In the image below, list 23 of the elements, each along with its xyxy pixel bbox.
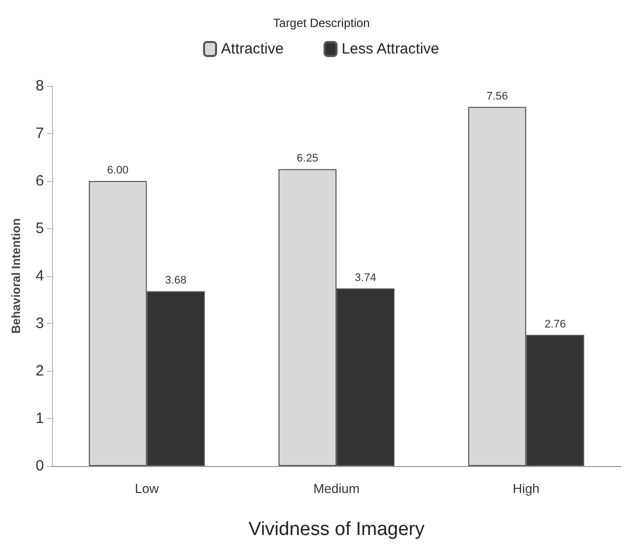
data-label: 7.56 <box>486 90 508 102</box>
data-label: 3.74 <box>354 272 376 284</box>
y-tick-label: 6 <box>36 172 44 190</box>
x-tick-label: High <box>512 481 540 496</box>
y-tick-label: 3 <box>36 315 44 332</box>
legend-label: Attractive <box>221 40 284 58</box>
data-label: 3.68 <box>165 274 187 287</box>
y-axis-title: Behavioral Intention <box>9 218 23 334</box>
y-tick-label: 4 <box>36 268 44 284</box>
y-tick-label: 7 <box>36 125 44 142</box>
x-tick-label: Medium <box>313 481 360 496</box>
y-tick-label: 2 <box>36 362 44 380</box>
legend-title: Target Description <box>273 16 370 30</box>
data-label: 6.00 <box>107 164 129 176</box>
data-label: 2.76 <box>544 318 566 330</box>
data-label: 6.25 <box>296 152 318 165</box>
x-tick-label: Low <box>134 481 160 496</box>
legend-label: Less Attractive <box>342 40 440 58</box>
y-tick-label: 8 <box>36 78 44 94</box>
y-tick-label: 1 <box>36 410 44 427</box>
y-tick-label: 0 <box>36 458 44 474</box>
x-axis-title: Vividness of Imagery <box>248 519 425 540</box>
y-tick-label: 5 <box>36 220 44 237</box>
